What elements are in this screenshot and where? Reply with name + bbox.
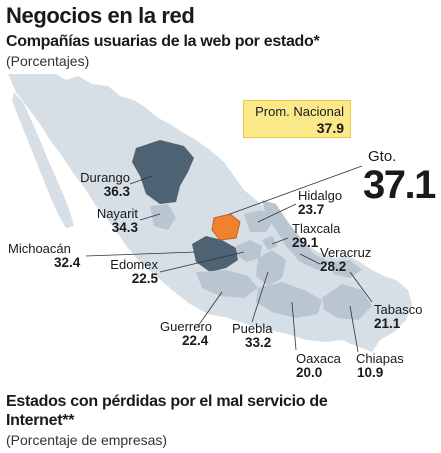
- label-puebla: Puebla 33.2: [232, 321, 273, 350]
- highlight-state-name: Gto.: [368, 148, 397, 165]
- map-oaxaca: [256, 282, 322, 318]
- footer-title: Estados con pérdidas por el mal servicio…: [6, 393, 328, 429]
- map-country-base: [8, 74, 412, 352]
- label-oaxaca: Oaxaca 20.0: [296, 351, 341, 380]
- map-guerrero: [196, 270, 258, 298]
- map-durango: [132, 140, 194, 204]
- leader-nayarit: [139, 213, 161, 221]
- label-chiapas: Chiapas 10.9: [356, 351, 404, 380]
- label-tabasco: Tabasco 21.1: [374, 302, 423, 331]
- label-hidalgo: Hidalgo 23.7: [298, 188, 343, 217]
- chart-unit: (Porcentajes): [6, 53, 90, 69]
- label-edomex: Edomex 22.5: [110, 257, 158, 286]
- leader-chiapas: [349, 305, 359, 353]
- chart-title: Negocios en la red: [6, 3, 195, 28]
- national-average-box: Prom. Nacional 37.9: [243, 100, 351, 138]
- leader-guerrero: [197, 291, 223, 327]
- leader-tabasco: [349, 271, 373, 303]
- label-tlaxcala: Tlaxcala 29.1: [292, 221, 341, 250]
- label-michoacan: Michoacán 32.4: [8, 241, 81, 270]
- label-nayarit: Nayarit 34.3: [96, 206, 138, 235]
- leader-gto: [229, 165, 363, 215]
- map-tabasco: [330, 260, 362, 278]
- national-average-label: Prom. Nacional: [255, 104, 344, 119]
- leader-oaxaca: [291, 301, 297, 351]
- leader-puebla: [251, 271, 269, 323]
- map-puebla: [256, 250, 286, 286]
- leader-hidalgo: [257, 203, 297, 223]
- map-baja-peninsula: [12, 92, 74, 228]
- chart-subtitle: Compañías usuarias de la web por estado*: [6, 33, 320, 50]
- leader-michoacan: [85, 251, 197, 257]
- label-durango: Durango 36.3: [80, 170, 130, 199]
- label-veracruz: Veracruz 28.2: [320, 245, 372, 274]
- label-guerrero: Guerrero 22.4: [160, 319, 213, 348]
- leader-edomex: [159, 251, 245, 273]
- map-tlaxcala: [262, 236, 278, 250]
- map-chiapas: [322, 284, 372, 320]
- map-edomex: [236, 240, 262, 262]
- leader-tlaxcala: [271, 237, 289, 245]
- national-average-value: 37.9: [316, 120, 344, 136]
- leader-durango: [129, 175, 153, 185]
- map-nayarit: [150, 204, 176, 230]
- footer-unit: (Porcentaje de empresas): [6, 432, 168, 448]
- map-michoacan: [192, 236, 238, 272]
- leader-veracruz: [299, 253, 321, 265]
- map-veracruz: [262, 200, 330, 270]
- highlight-state-value: 37.1: [363, 163, 436, 207]
